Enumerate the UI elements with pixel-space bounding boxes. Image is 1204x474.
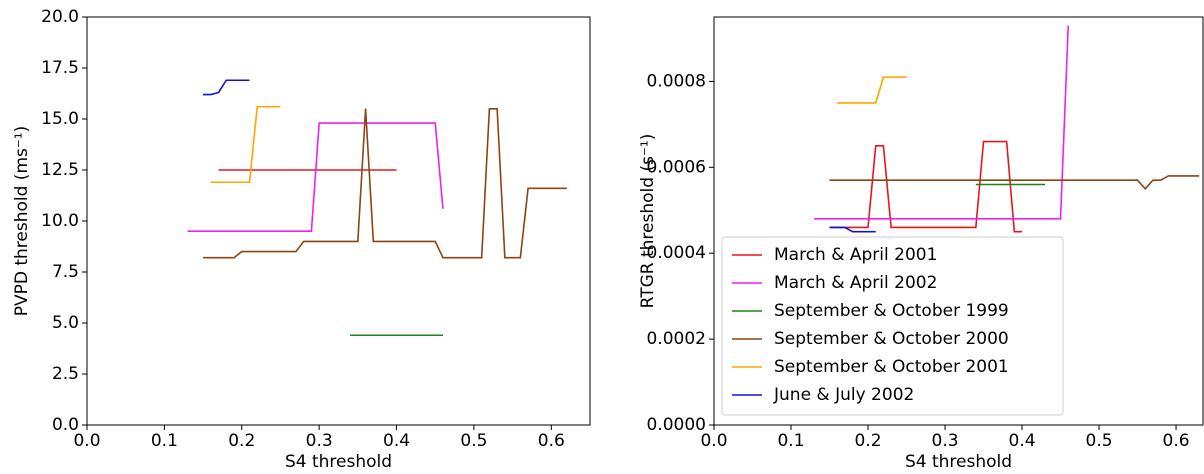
- legend-label: September & October 2000: [774, 329, 1009, 349]
- data-line: [829, 175, 1200, 190]
- x-tick-label: 0.3: [306, 431, 333, 451]
- x-axis-label: S4 threshold: [285, 452, 392, 472]
- data-line: [829, 226, 876, 233]
- x-tick-label: 0.5: [460, 431, 487, 451]
- legend-label: June & July 2002: [773, 385, 914, 405]
- x-tick-label: 0.2: [228, 431, 255, 451]
- legend-label: September & October 1999: [774, 301, 1009, 321]
- x-axis-label: S4 threshold: [905, 452, 1012, 472]
- data-line: [187, 122, 444, 232]
- y-tick-label: 5.0: [52, 313, 79, 333]
- y-tick-label: 0.0002: [647, 329, 706, 349]
- y-tick-label: 20.0: [41, 7, 79, 27]
- y-tick-label: 12.5: [41, 160, 79, 180]
- x-tick-label: 0.0: [73, 431, 100, 451]
- x-tick-label: 0.5: [1086, 431, 1113, 451]
- data-line: [203, 108, 567, 259]
- plot-frame: [713, 16, 1204, 426]
- x-tick-label: 0.1: [151, 431, 178, 451]
- y-tick-label: 2.5: [52, 364, 79, 384]
- y-tick-label: 10.0: [41, 211, 79, 231]
- data-line: [814, 25, 1070, 220]
- x-tick-label: 0.2: [854, 431, 881, 451]
- legend-box: [721, 236, 1064, 416]
- legend-label: March & April 2002: [774, 273, 937, 293]
- y-tick-label: 0.0008: [647, 71, 706, 91]
- data-line: [829, 140, 1023, 233]
- y-tick-label: 0.0000: [647, 415, 706, 435]
- plot-frame: [86, 16, 591, 426]
- legend-label: March & April 2001: [774, 245, 937, 265]
- data-line: [210, 105, 281, 184]
- y-tick-label: 0.0004: [647, 243, 706, 263]
- x-tick-label: 0.6: [538, 431, 565, 451]
- x-tick-label: 0.6: [1163, 431, 1190, 451]
- x-tick-label: 0.3: [932, 431, 959, 451]
- y-tick-label: 0.0006: [647, 157, 706, 177]
- y-tick-label: 0.0: [52, 415, 79, 435]
- legend-label: September & October 2001: [774, 357, 1009, 377]
- x-tick-label: 0.1: [777, 431, 804, 451]
- y-tick-label: 7.5: [52, 262, 79, 282]
- data-line: [203, 79, 250, 96]
- x-tick-label: 0.4: [383, 431, 410, 451]
- y-axis-label: RTGR threshold (s⁻¹): [638, 134, 658, 309]
- y-axis-label: PVPD threshold (ms⁻¹): [12, 126, 32, 317]
- y-tick-label: 17.5: [41, 58, 79, 78]
- data-line: [837, 76, 907, 104]
- x-tick-label: 0.0: [700, 431, 727, 451]
- x-tick-label: 0.4: [1009, 431, 1036, 451]
- y-tick-label: 15.0: [41, 109, 79, 129]
